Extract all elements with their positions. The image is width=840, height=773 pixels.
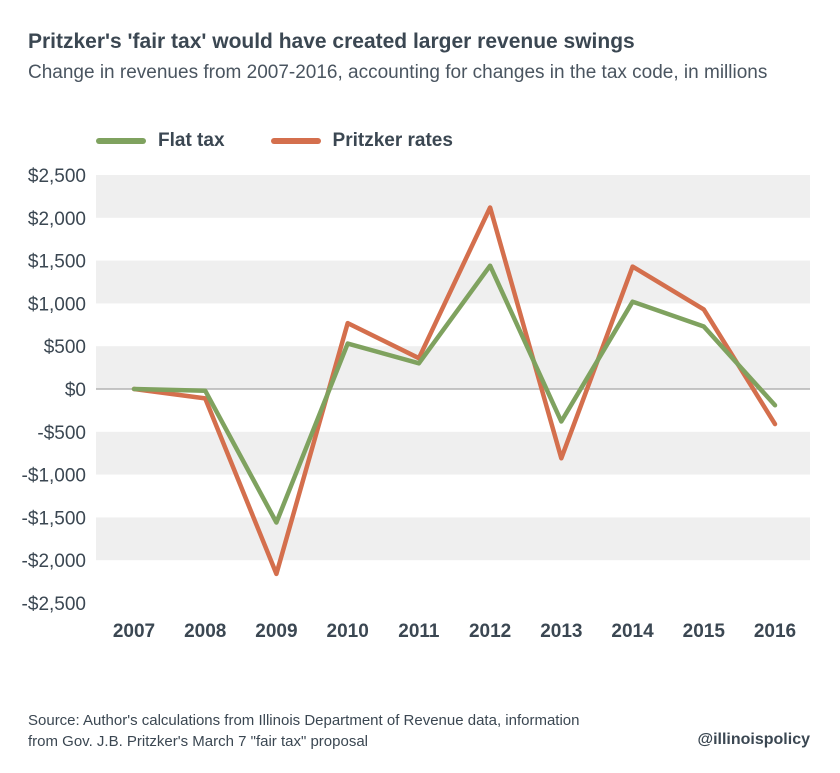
social-handle: @illinoispolicy xyxy=(697,731,810,748)
y-tick-label: -$2,500 xyxy=(22,594,86,615)
y-tick-label: $500 xyxy=(44,337,86,358)
series-lines xyxy=(131,205,778,577)
grid-band xyxy=(96,517,810,561)
series-line-pritzker-rates xyxy=(131,205,778,577)
legend-item-pritzker-rates: Pritzker rates xyxy=(270,130,453,152)
grid-band xyxy=(96,346,810,389)
y-tick-label: -$1,500 xyxy=(22,508,86,529)
y-tick-label: $1,000 xyxy=(28,294,86,315)
source-note: Source: Author's calculations from Illin… xyxy=(28,712,580,750)
legend: Flat tax Pritzker rates xyxy=(96,130,499,152)
x-tick-label: 2007 xyxy=(113,621,155,642)
legend-swatch-flat-tax xyxy=(96,138,146,144)
chart-title: Pritzker's 'fair tax' would have created… xyxy=(28,30,635,53)
legend-label-flat-tax: Flat tax xyxy=(158,130,225,151)
y-tick-label: $2,000 xyxy=(28,209,86,230)
y-tick-label: $1,500 xyxy=(28,252,86,273)
x-tick-label: 2011 xyxy=(398,621,440,642)
chart-subtitle: Change in revenues from 2007-2016, accou… xyxy=(28,62,768,83)
x-tick-label: 2015 xyxy=(683,621,726,642)
x-tick-label: 2009 xyxy=(255,621,297,642)
grid-bands xyxy=(96,175,810,561)
legend-swatch-pritzker-rates xyxy=(270,138,321,144)
x-tick-label: 2014 xyxy=(611,621,654,642)
series-line-flat-tax xyxy=(131,263,778,525)
legend-item-flat-tax: Flat tax xyxy=(96,130,225,152)
x-tick-label: 2013 xyxy=(540,621,582,642)
x-tick-label: 2008 xyxy=(184,621,226,642)
grid-band xyxy=(96,431,810,475)
y-tick-label: $0 xyxy=(65,380,86,401)
y-tick-label: -$500 xyxy=(37,423,86,444)
grid-band xyxy=(96,175,810,218)
y-tick-label: -$2,000 xyxy=(22,551,86,572)
x-tick-label: 2016 xyxy=(754,621,796,642)
y-tick-label: -$1,000 xyxy=(22,466,86,487)
x-tick-label: 2012 xyxy=(469,621,511,642)
x-axis-labels: 2007 2008 2009 2010 2011 2012 2013 2014 2015 2016 xyxy=(113,621,796,642)
y-tick-label: $2,500 xyxy=(28,166,86,187)
legend-label-pritzker-rates: Pritzker rates xyxy=(332,130,453,151)
y-axis-labels: $2,500 $2,000 $1,500 $1,000 $500 $0 -$500 -$1,0… xyxy=(22,166,86,615)
x-tick-label: 2010 xyxy=(327,621,369,642)
